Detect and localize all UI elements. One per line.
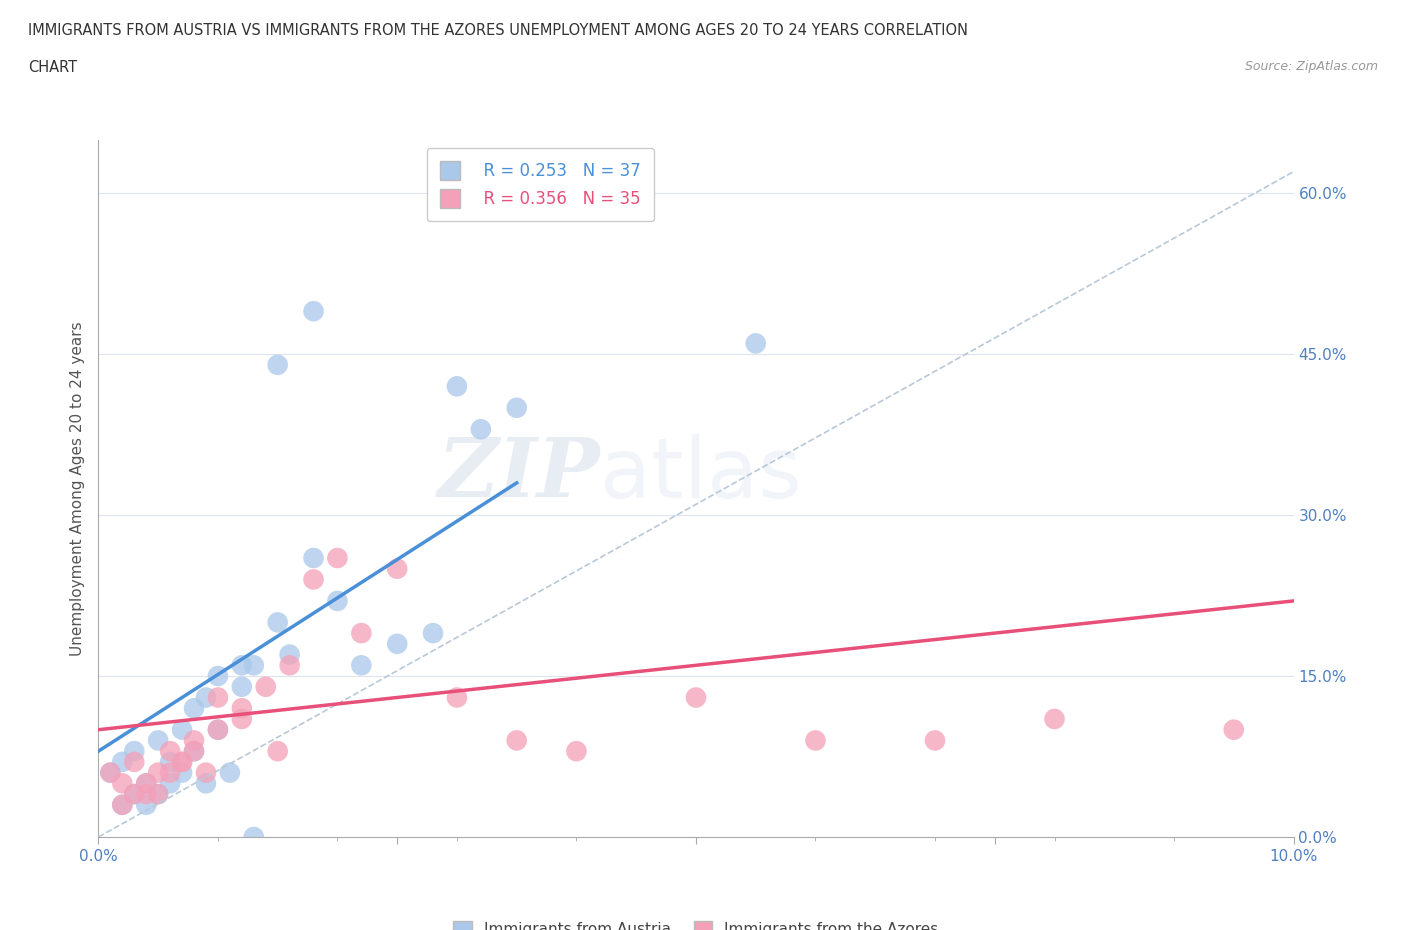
Point — [243, 830, 266, 844]
Point — [219, 765, 242, 780]
Point — [159, 754, 181, 769]
Point — [124, 787, 146, 802]
Point — [124, 754, 146, 769]
Point — [506, 400, 529, 415]
Point — [135, 776, 157, 790]
Point — [159, 744, 181, 759]
Point — [302, 551, 325, 565]
Point — [124, 744, 146, 759]
Point — [254, 679, 277, 694]
Point — [172, 723, 194, 737]
Point — [231, 679, 253, 694]
Text: atlas: atlas — [600, 433, 801, 515]
Point — [148, 733, 170, 748]
Point — [172, 765, 194, 780]
Point — [183, 701, 205, 716]
Text: CHART: CHART — [28, 60, 77, 75]
Point — [267, 744, 290, 759]
Point — [267, 357, 290, 372]
Point — [302, 572, 325, 587]
Point — [111, 754, 134, 769]
Point — [148, 787, 170, 802]
Point — [924, 733, 946, 748]
Point — [422, 626, 444, 641]
Point — [111, 776, 134, 790]
Point — [1223, 723, 1246, 737]
Text: ZIP: ZIP — [437, 434, 600, 514]
Point — [98, 765, 122, 780]
Point — [278, 647, 301, 662]
Point — [183, 744, 205, 759]
Point — [804, 733, 827, 748]
Point — [745, 336, 768, 351]
Y-axis label: Unemployment Among Ages 20 to 24 years: Unemployment Among Ages 20 to 24 years — [69, 321, 84, 656]
Point — [194, 765, 218, 780]
Legend: Immigrants from Austria, Immigrants from the Azores: Immigrants from Austria, Immigrants from… — [447, 914, 945, 930]
Point — [111, 797, 134, 812]
Point — [159, 765, 181, 780]
Text: Source: ZipAtlas.com: Source: ZipAtlas.com — [1244, 60, 1378, 73]
Point — [148, 787, 170, 802]
Point — [385, 636, 409, 651]
Point — [207, 723, 229, 737]
Point — [385, 562, 409, 577]
Point — [685, 690, 707, 705]
Point — [148, 765, 170, 780]
Point — [207, 690, 229, 705]
Point — [350, 658, 373, 672]
Point — [98, 765, 122, 780]
Point — [231, 658, 253, 672]
Point — [446, 690, 468, 705]
Point — [506, 733, 529, 748]
Point — [183, 744, 205, 759]
Point — [135, 797, 157, 812]
Point — [470, 422, 492, 437]
Point — [446, 379, 468, 393]
Point — [172, 754, 194, 769]
Point — [326, 593, 349, 608]
Point — [111, 797, 134, 812]
Point — [267, 615, 290, 630]
Point — [207, 723, 229, 737]
Point — [231, 701, 253, 716]
Point — [350, 626, 373, 641]
Point — [565, 744, 588, 759]
Point — [159, 776, 181, 790]
Point — [231, 711, 253, 726]
Point — [172, 754, 194, 769]
Point — [135, 787, 157, 802]
Point — [135, 776, 157, 790]
Point — [183, 733, 205, 748]
Point — [194, 690, 218, 705]
Point — [326, 551, 349, 565]
Point — [207, 669, 229, 684]
Point — [194, 776, 218, 790]
Point — [1043, 711, 1066, 726]
Point — [243, 658, 266, 672]
Text: IMMIGRANTS FROM AUSTRIA VS IMMIGRANTS FROM THE AZORES UNEMPLOYMENT AMONG AGES 20: IMMIGRANTS FROM AUSTRIA VS IMMIGRANTS FR… — [28, 23, 969, 38]
Point — [302, 304, 325, 319]
Point — [278, 658, 301, 672]
Point — [124, 787, 146, 802]
